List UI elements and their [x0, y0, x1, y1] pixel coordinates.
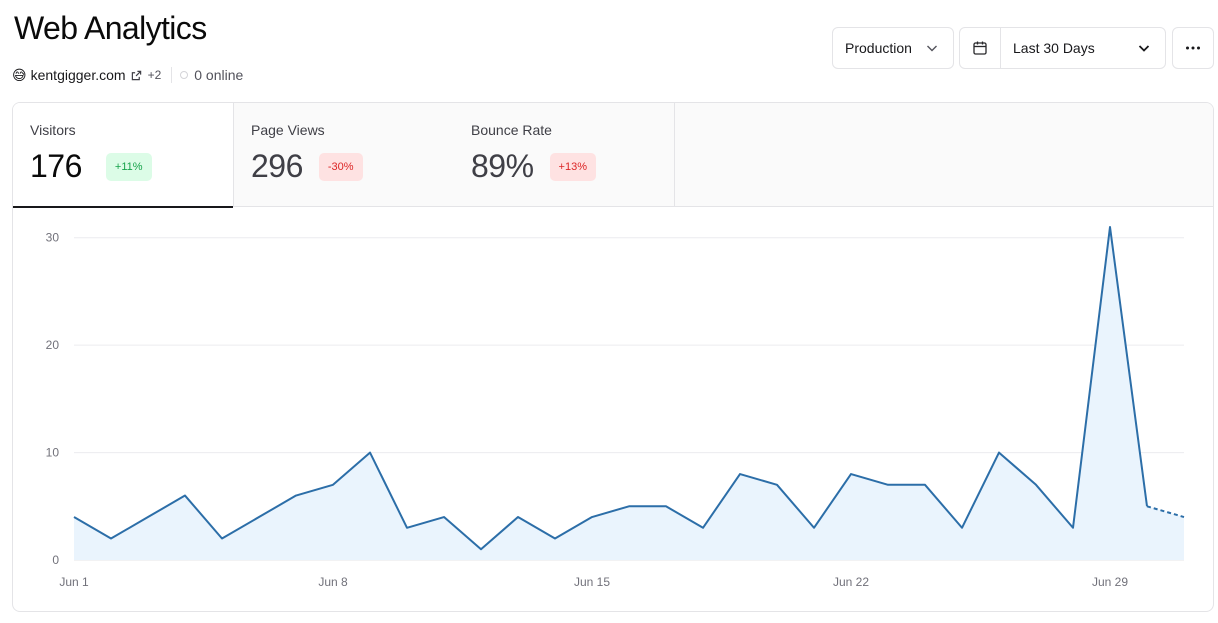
metric-label: Page Views [251, 122, 325, 138]
page-title: Web Analytics [14, 10, 207, 46]
site-selector[interactable]: 😅 kentgigger.com +2 0 online [12, 66, 243, 84]
area-fill [74, 227, 1184, 560]
more-options-button[interactable] [1172, 27, 1214, 69]
date-range-select[interactable]: Last 30 Days [959, 27, 1166, 69]
change-badge: -30% [318, 152, 363, 181]
series-line [73, 226, 1148, 551]
metric-label: Visitors [30, 122, 76, 138]
visitors-chart: 0 10 20 30 Jun 1 Jun 8 Jun 15 Jun 22 Jun 29 [46, 226, 1185, 589]
external-link-icon[interactable] [131, 70, 142, 81]
date-range-label: Last 30 Days [1013, 40, 1095, 56]
x-tick-label: Jun 1 [59, 575, 89, 589]
environment-label: Production [845, 40, 912, 56]
tab-bounce-rate[interactable]: Bounce Rate 89% +13% [454, 103, 675, 206]
tab-visitors[interactable]: Visitors 176 +11% [13, 103, 234, 208]
ellipsis-icon [1186, 46, 1200, 50]
x-tick-label: Jun 22 [833, 575, 869, 589]
metric-tabs: Visitors 176 +11% Page Views 296 -30% Bo… [13, 103, 1213, 208]
more-sites-count[interactable]: +2 [147, 68, 162, 82]
metric-value: 89% [471, 148, 534, 184]
chevron-down-icon [925, 41, 939, 58]
online-count: 0 online [194, 67, 244, 83]
x-tick-label: Jun 15 [574, 575, 610, 589]
online-status-dot [180, 71, 189, 79]
y-tick-label: 10 [46, 446, 60, 460]
chevron-down-icon [1137, 41, 1151, 58]
environment-select[interactable]: Production [832, 27, 954, 69]
site-domain[interactable]: kentgigger.com [30, 67, 126, 83]
y-tick-label: 20 [46, 338, 60, 352]
tab-page-views[interactable]: Page Views 296 -30% [234, 103, 455, 206]
analytics-card: Visitors 176 +11% Page Views 296 -30% Bo… [12, 102, 1214, 612]
change-badge: +11% [105, 152, 152, 181]
x-tick-label: Jun 29 [1092, 575, 1128, 589]
x-tick-label: Jun 8 [318, 575, 348, 589]
y-tick-label: 0 [52, 553, 59, 567]
y-tick-label: 30 [46, 231, 60, 245]
site-emoji: 😅 [12, 67, 27, 83]
divider [171, 67, 173, 83]
metric-label: Bounce Rate [471, 122, 552, 138]
metric-value: 296 [251, 148, 303, 184]
metric-value: 176 [30, 148, 82, 184]
calendar-icon[interactable] [960, 28, 1001, 68]
change-badge: +13% [549, 152, 596, 181]
